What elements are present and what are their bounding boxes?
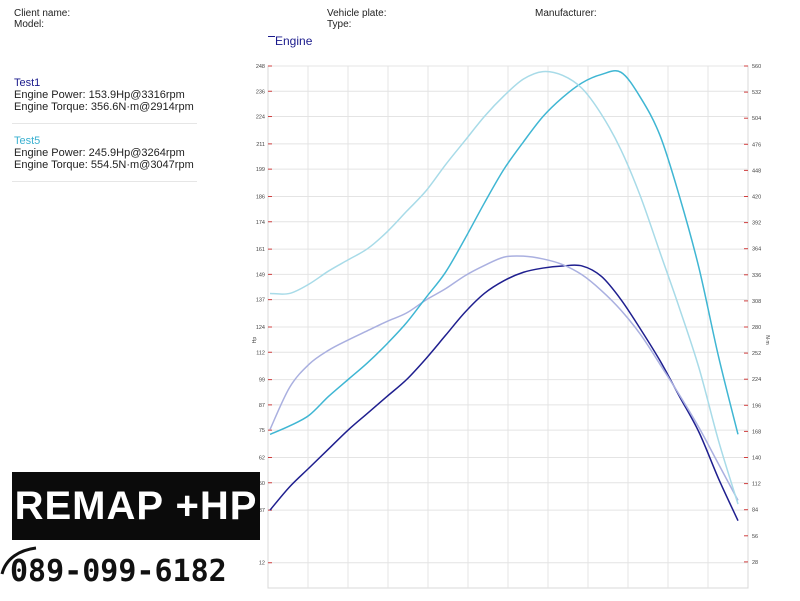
- test1-power: Engine Power: 153.9Hp@3316rpm: [14, 89, 185, 101]
- right-tick-label: 56: [752, 534, 758, 540]
- phone-number: 089-099-6182: [10, 554, 227, 589]
- left-tick-label: 12: [259, 561, 265, 567]
- left-tick-label: 87: [259, 403, 265, 409]
- right-tick-label: 364: [752, 247, 761, 253]
- right-tick-label: 28: [752, 560, 758, 566]
- promo-text: REMAP +HP: [14, 483, 258, 528]
- left-tick-label: 75: [259, 428, 265, 434]
- right-tick-label: 224: [752, 377, 761, 383]
- test1-torque: Engine Torque: 356.6N·m@2914rpm: [14, 101, 194, 113]
- series-line-test1-torque: [269, 255, 739, 501]
- vehicle-plate-label: Vehicle plate:: [327, 8, 387, 19]
- right-tick-label: 308: [752, 299, 761, 305]
- series-line-test1-power: [269, 264, 739, 521]
- left-tick-label: 99: [259, 378, 265, 384]
- promo-swoosh: [0, 546, 37, 575]
- left-tick-label: 161: [256, 247, 265, 253]
- separator: [12, 181, 197, 182]
- left-tick-label: 224: [256, 115, 265, 121]
- series-line-test5-power: [269, 70, 739, 436]
- right-tick-label: 448: [752, 168, 761, 174]
- right-axis-label: N·m: [764, 335, 770, 344]
- left-tick-label: 37: [259, 508, 265, 514]
- right-tick-label: 504: [752, 116, 761, 122]
- right-tick-label: 532: [752, 90, 761, 96]
- right-tick-label: 140: [752, 456, 761, 462]
- right-tick-label: 392: [752, 221, 761, 227]
- separator: [12, 123, 197, 124]
- test5-power: Engine Power: 245.9Hp@3264rpm: [14, 147, 185, 159]
- left-tick-label: 50: [259, 481, 265, 487]
- left-tick-label: 199: [256, 167, 265, 173]
- series-line-test5-torque: [269, 70, 739, 505]
- left-tick-label: 62: [259, 456, 265, 462]
- manufacturer-label: Manufacturer:: [535, 8, 597, 19]
- right-tick-label: 336: [752, 273, 761, 279]
- right-tick-label: 84: [752, 508, 758, 514]
- promo-banner: REMAP +HP: [12, 472, 260, 540]
- client-name-label: Client name:: [14, 8, 71, 19]
- right-tick-label: 252: [752, 351, 761, 357]
- right-tick-label: 476: [752, 142, 761, 148]
- model-label: Model:: [14, 19, 45, 30]
- left-tick-label: 248: [256, 64, 265, 70]
- right-tick-label: 168: [752, 429, 761, 435]
- left-tick-label: 236: [256, 89, 265, 95]
- left-tick-label: 186: [256, 195, 265, 201]
- right-tick-label: 560: [752, 64, 761, 70]
- right-tick-label: 112: [752, 482, 761, 488]
- legend-line: [268, 36, 275, 37]
- left-tick-label: 137: [256, 298, 265, 304]
- right-tick-label: 280: [752, 325, 761, 331]
- left-tick-label: 211: [256, 142, 265, 148]
- left-tick-label: 174: [256, 220, 265, 226]
- left-tick-label: 149: [256, 272, 265, 278]
- right-tick-label: 196: [752, 403, 761, 409]
- type-label: Type:: [327, 19, 352, 30]
- test1-name: Test1: [14, 77, 41, 89]
- test5-name: Test5: [14, 135, 41, 147]
- legend-title: Engine: [268, 34, 312, 48]
- left-axis-label: Hp: [252, 337, 258, 344]
- test5-torque: Engine Torque: 554.5N·m@3047rpm: [14, 159, 194, 171]
- legend-title-text: Engine: [275, 34, 313, 48]
- left-tick-label: 124: [256, 325, 265, 331]
- left-tick-label: 112: [256, 350, 265, 356]
- right-tick-label: 420: [752, 195, 761, 201]
